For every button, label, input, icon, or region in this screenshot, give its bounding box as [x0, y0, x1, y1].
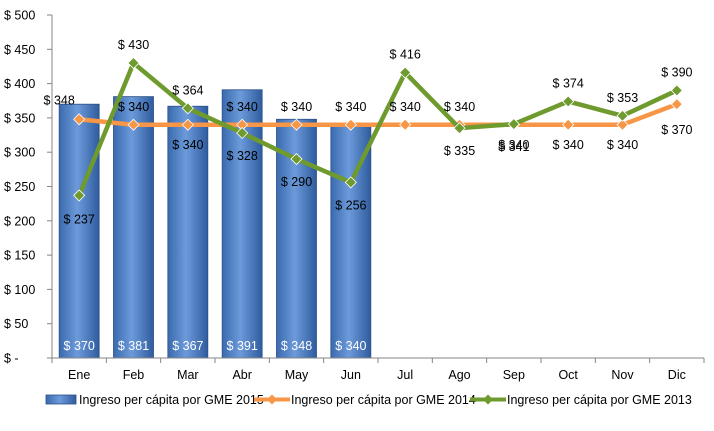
legend-label-2014: Ingreso per cápita por GME 2014	[291, 393, 476, 407]
marker-2014-feb	[127, 118, 140, 131]
bar-jun	[330, 124, 372, 359]
marker-2013-sep	[507, 118, 520, 131]
data-label-2013-ene: $ 237	[64, 212, 95, 226]
data-label-2013-may: $ 290	[281, 175, 312, 189]
legend-marker-2013	[483, 394, 493, 405]
y-tick-label: $ 100	[4, 283, 35, 297]
bar-ene	[58, 103, 100, 359]
bar-value-label: $ 348	[281, 339, 312, 353]
data-label-2013-ago: $ 335	[444, 144, 475, 158]
x-tick-label-sep: Sep	[503, 368, 525, 382]
data-label-2014-ago: $ 340	[444, 100, 475, 114]
data-label-2014-ene: $ 348	[44, 93, 75, 107]
x-tick-label-nov: Nov	[611, 368, 634, 382]
data-label-2014-dic: $ 370	[661, 123, 692, 137]
data-label-2014-jun: $ 340	[335, 100, 366, 114]
line-series	[73, 56, 683, 202]
y-tick-label: $ 150	[4, 249, 35, 263]
x-tick-label-jun: Jun	[341, 368, 361, 382]
data-label-2014-abr: $ 340	[227, 100, 258, 114]
marker-2014-nov	[616, 118, 629, 131]
y-tick-label: $ 200	[4, 214, 35, 228]
x-tick-label-ago: Ago	[448, 368, 470, 382]
marker-2013-ago	[453, 122, 466, 135]
y-tick-label: $ 450	[4, 43, 35, 57]
x-tick-label-mar: Mar	[177, 368, 199, 382]
marker-2014-may	[290, 118, 303, 131]
data-label-2014-feb: $ 340	[118, 100, 149, 114]
marker-2013-oct	[562, 95, 575, 108]
marker-2013-mar	[181, 102, 194, 115]
bar-value-label: $ 391	[227, 339, 258, 353]
data-label-2013-abr: $ 328	[227, 149, 258, 163]
data-labels: $ 348 $ 340 $ 340 $ 340 $ 340 $ 340 $ 340 $ 340…	[44, 38, 693, 226]
y-tick-label: $ 400	[4, 77, 35, 91]
bar-mar	[167, 105, 209, 359]
data-label-2013-oct: $ 374	[553, 76, 584, 90]
line-2013	[76, 60, 680, 198]
data-label-2014-may: $ 340	[281, 100, 312, 114]
legend-label-2015: Ingreso per cápita por GME 2015	[79, 393, 264, 407]
legend-marker-2014	[267, 394, 277, 405]
legend: Ingreso per cápita por GME 2015 Ingreso p…	[45, 393, 692, 407]
marker-2014-dic	[670, 98, 683, 111]
data-label-2013-mar: $ 364	[172, 83, 203, 97]
marker-2014-ene	[73, 113, 86, 126]
data-label-2013-sep: $ 341	[498, 140, 529, 154]
data-label-2014-nov: $ 340	[607, 138, 638, 152]
data-label-2013-jun: $ 256	[335, 198, 366, 212]
data-label-2014-jul: $ 340	[390, 100, 421, 114]
axes: $ - $ 50 $ 100 $ 150 $ 200 $ 250 $ 300 $ 350 $ 4…	[4, 9, 705, 382]
bar-value-label: $ 367	[172, 339, 203, 353]
data-label-2013-dic: $ 390	[661, 65, 692, 79]
x-tick-label-ene: Ene	[68, 368, 90, 382]
marker-2013-may	[290, 152, 303, 166]
y-tick-label: $ 50	[4, 317, 28, 331]
x-tick-label-jul: Jul	[397, 368, 413, 382]
data-label-2013-nov: $ 353	[607, 91, 638, 105]
x-tick-label-feb: Feb	[123, 368, 145, 382]
y-tick-label: $ 300	[4, 146, 35, 160]
marker-2014-oct	[562, 118, 575, 131]
data-label-2014-sep: $ 340	[498, 138, 529, 152]
marker-2014-jul	[399, 118, 412, 131]
y-tick-label: $ 500	[4, 9, 35, 23]
marker-2014-jun	[344, 118, 357, 131]
bar-feb	[113, 96, 154, 359]
data-label-2014-mar: $ 340	[172, 138, 203, 152]
legend-swatch-2015	[45, 394, 77, 405]
marker-2013-jul	[399, 66, 412, 79]
bar-value-label: $ 370	[64, 339, 95, 353]
y-tick-label: $ -	[4, 352, 19, 366]
x-tick-label-may: May	[285, 368, 309, 382]
y-tick-label: $ 350	[4, 111, 35, 125]
x-tick-label-oct: Oct	[558, 368, 578, 382]
bar-value-label: $ 381	[118, 339, 149, 353]
marker-2013-jun	[344, 176, 357, 189]
x-tick-label-abr: Abr	[232, 368, 251, 382]
x-tick-label-dic: Dic	[668, 368, 686, 382]
bar-value-label: $ 340	[335, 339, 366, 353]
data-label-2013-feb: $ 430	[118, 38, 149, 52]
bar-series-2015: $ 370 $ 381 $ 367 $ 391 $ 348 $ 340	[58, 89, 372, 359]
marker-2013-feb	[127, 56, 140, 70]
marker-2013-nov	[616, 109, 629, 122]
marker-2013-dic	[670, 84, 683, 97]
marker-2014-mar	[181, 118, 194, 131]
data-label-2013-jul: $ 416	[390, 48, 421, 62]
marker-2013-ene	[73, 189, 86, 202]
data-label-2014-oct: $ 340	[553, 138, 584, 152]
y-tick-label: $ 250	[4, 180, 35, 194]
legend-label-2013: Ingreso per cápita por GME 2013	[507, 393, 692, 407]
marker-2013-abr	[236, 126, 249, 140]
